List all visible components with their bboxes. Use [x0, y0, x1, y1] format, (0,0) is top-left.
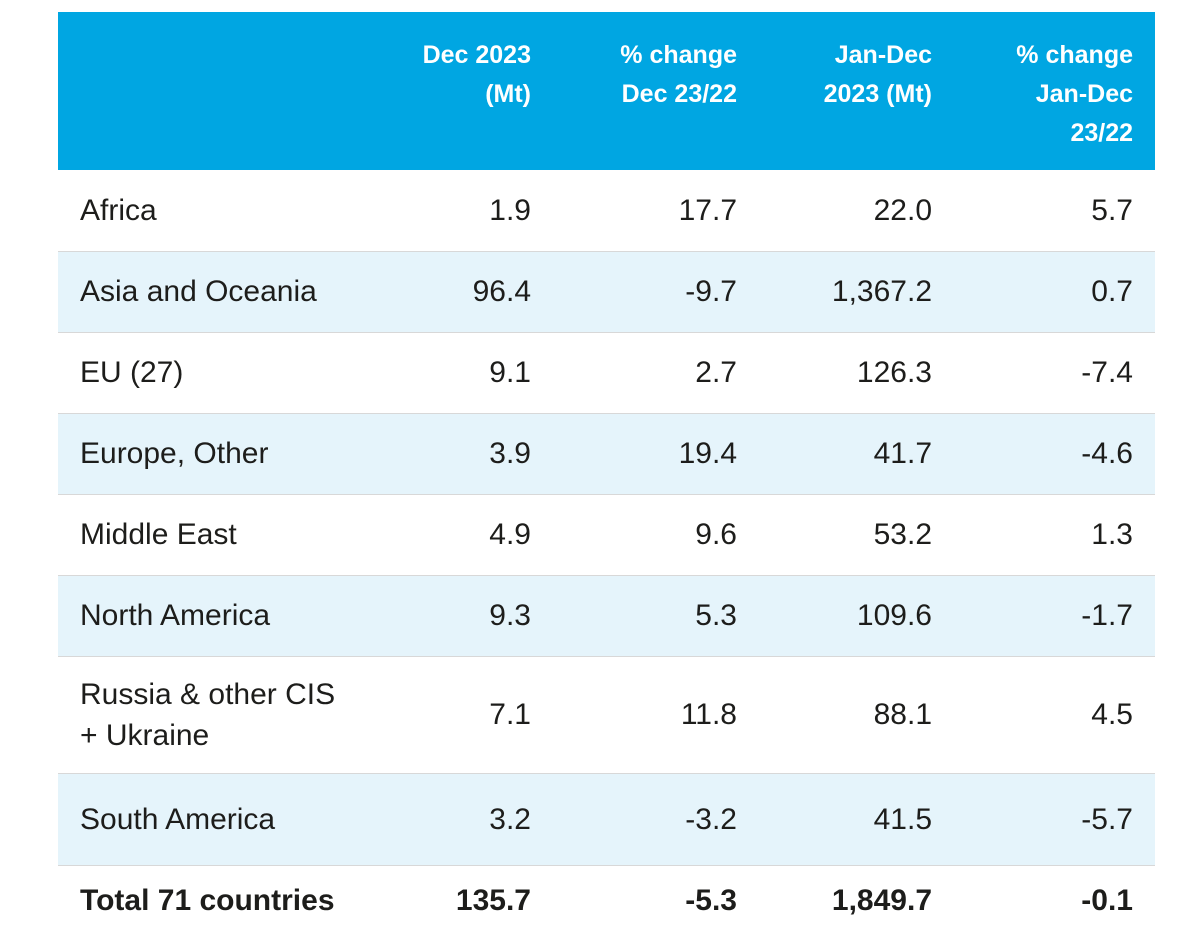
region-cell: North America [58, 574, 368, 656]
value-cell: -7.4 [954, 331, 1155, 413]
table-row-africa: Africa 1.9 17.7 22.0 5.7 [58, 170, 1155, 251]
table-row-eu-27: EU (27) 9.1 2.7 126.3 -7.4 [58, 331, 1155, 413]
table-row-russia-other-cis-ukraine: Russia & other CIS + Ukraine 7.1 11.8 88… [58, 655, 1155, 773]
value-cell: 0.7 [954, 250, 1155, 332]
table-row-north-america: North America 9.3 5.3 109.6 -1.7 [58, 574, 1155, 656]
value-cell: 2.7 [553, 331, 759, 413]
value-cell: -4.6 [954, 412, 1155, 494]
total-value-cell: 135.7 [368, 864, 553, 935]
value-cell: 5.7 [1091, 193, 1133, 227]
value-cell: -3.2 [553, 772, 759, 865]
total-value-cell: -5.3 [553, 864, 759, 935]
total-value-cell: -0.1 [954, 864, 1155, 935]
table-row-total-71-countries: Total 71 countries 135.7 -5.3 1,849.7 -0… [58, 864, 1155, 935]
column-header-jan-dec-2023-mt: Jan-Dec 2023 (Mt) [759, 12, 954, 170]
region-cell: Asia and Oceania [58, 250, 368, 332]
region-cell: EU (27) [58, 331, 368, 413]
value-cell: 4.9 [368, 493, 553, 575]
value-cell: 126.3 [759, 331, 954, 413]
crude-steel-production-table: Dec 2023 (Mt) % change Dec 23/22 Jan-Dec… [58, 12, 1155, 935]
table-row-south-america: South America 3.2 -3.2 41.5 -5.7 [58, 772, 1155, 865]
value-cell: 7.1 [368, 655, 553, 773]
value-cell: 3.2 [368, 772, 553, 865]
value-cell: 17.7 [678, 193, 737, 227]
column-header-region [58, 12, 368, 170]
value-cell: 9.6 [553, 493, 759, 575]
region-cell: Middle East [58, 493, 368, 575]
value-cell: 9.1 [368, 331, 553, 413]
value-cell: 41.5 [759, 772, 954, 865]
value-cell: 96.4 [368, 250, 553, 332]
crude-steel-production-table-wrap: Dec 2023 (Mt) % change Dec 23/22 Jan-Dec… [58, 12, 1155, 935]
value-cell: -5.7 [954, 772, 1155, 865]
value-cell: 19.4 [553, 412, 759, 494]
region-cell: South America [58, 772, 368, 865]
total-label-cell: Total 71 countries [58, 864, 368, 935]
value-cell: 5.3 [553, 574, 759, 656]
column-header-pct-change-jan-dec: % change Jan-Dec 23/22 [954, 12, 1155, 170]
value-cell: 1,367.2 [759, 250, 954, 332]
region-cell: Africa [80, 193, 157, 227]
table-row-asia-and-oceania: Asia and Oceania 96.4 -9.7 1,367.2 0.7 [58, 250, 1155, 332]
table-header-row: Dec 2023 (Mt) % change Dec 23/22 Jan-Dec… [58, 12, 1155, 170]
value-cell: 9.3 [368, 574, 553, 656]
value-cell: 4.5 [954, 655, 1155, 773]
value-cell: 41.7 [759, 412, 954, 494]
value-cell: -9.7 [553, 250, 759, 332]
value-cell: 22.0 [873, 193, 932, 227]
value-cell: 1.9 [489, 193, 531, 227]
region-cell: Europe, Other [58, 412, 368, 494]
region-cell: Russia & other CIS + Ukraine [58, 655, 368, 773]
table-row-europe-other: Europe, Other 3.9 19.4 41.7 -4.6 [58, 412, 1155, 494]
value-cell: 53.2 [759, 493, 954, 575]
column-header-dec-2023-mt: Dec 2023 (Mt) [368, 12, 553, 170]
value-cell: 3.9 [368, 412, 553, 494]
column-header-pct-change-dec: % change Dec 23/22 [553, 12, 759, 170]
table-row-middle-east: Middle East 4.9 9.6 53.2 1.3 [58, 493, 1155, 575]
value-cell: -1.7 [954, 574, 1155, 656]
total-value-cell: 1,849.7 [759, 864, 954, 935]
value-cell: 1.3 [954, 493, 1155, 575]
value-cell: 88.1 [759, 655, 954, 773]
value-cell: 109.6 [759, 574, 954, 656]
value-cell: 11.8 [553, 655, 759, 773]
